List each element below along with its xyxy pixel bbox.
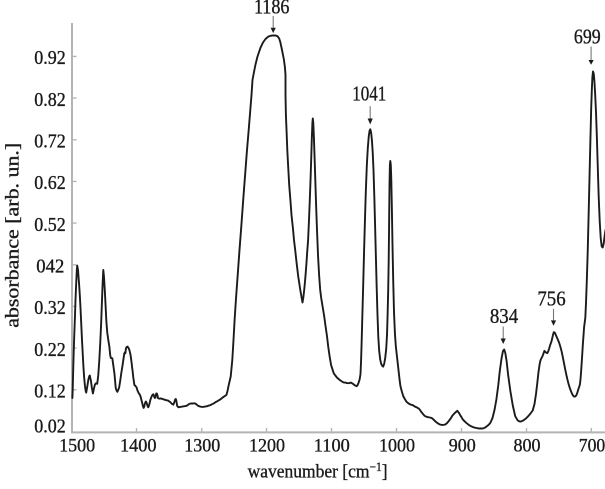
svg-text:1300: 1300 <box>184 435 220 456</box>
svg-text:700: 700 <box>579 435 605 456</box>
svg-text:699: 699 <box>574 25 601 49</box>
svg-text:1400: 1400 <box>120 435 157 456</box>
svg-text:900: 900 <box>449 435 476 456</box>
svg-text:1186: 1186 <box>254 0 290 18</box>
svg-text:756: 756 <box>537 286 565 310</box>
svg-text:1041: 1041 <box>352 82 386 106</box>
svg-text:0.12: 0.12 <box>34 381 66 403</box>
svg-text:042: 042 <box>36 256 64 278</box>
svg-text:0.82: 0.82 <box>34 89 66 111</box>
svg-text:0.32: 0.32 <box>34 297 66 319</box>
svg-text:1500: 1500 <box>59 435 95 456</box>
svg-text:1100: 1100 <box>314 435 350 456</box>
svg-text:800: 800 <box>514 435 541 456</box>
svg-text:0.62: 0.62 <box>34 172 66 194</box>
svg-text:1000: 1000 <box>379 435 415 456</box>
svg-text:0.72: 0.72 <box>34 131 66 153</box>
svg-text:0.92: 0.92 <box>34 47 66 69</box>
svg-text:0.52: 0.52 <box>34 214 66 236</box>
svg-text:0.02: 0.02 <box>34 415 66 437</box>
svg-text:absorbance [arb. un.]: absorbance [arb. un.] <box>3 143 24 328</box>
svg-text:834: 834 <box>490 304 519 328</box>
svg-text:wavenumber [cm−1]: wavenumber [cm−1] <box>248 460 388 483</box>
svg-text:0.22: 0.22 <box>34 339 66 361</box>
svg-text:1200: 1200 <box>249 435 285 456</box>
